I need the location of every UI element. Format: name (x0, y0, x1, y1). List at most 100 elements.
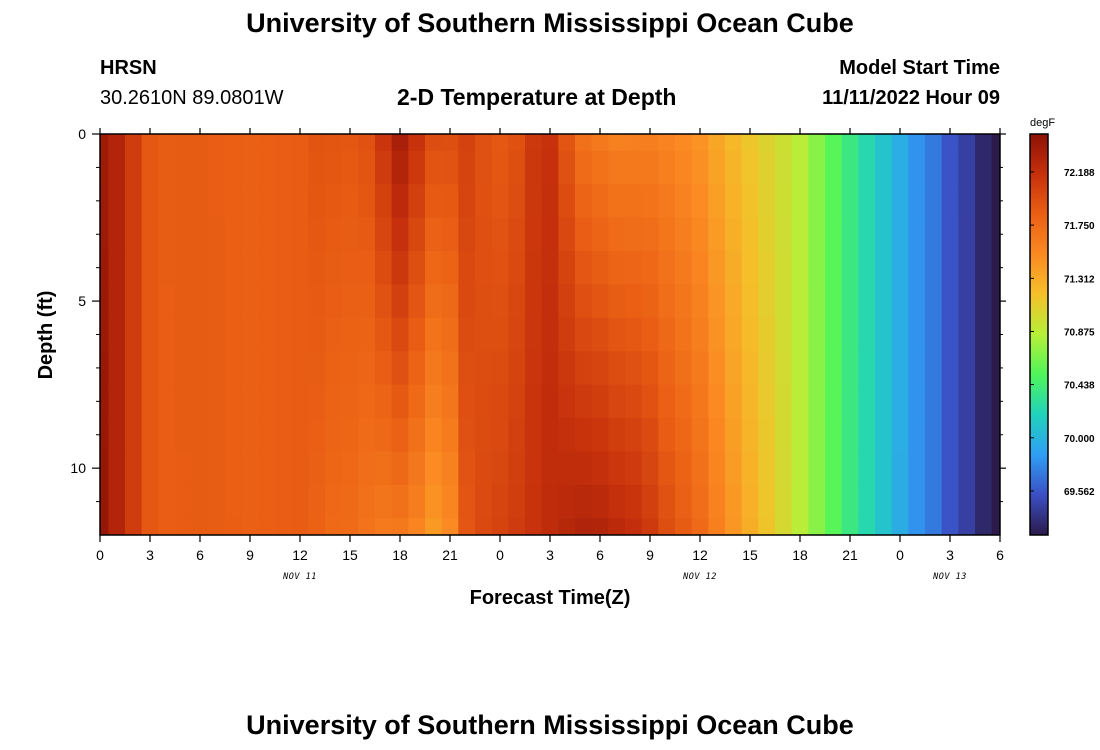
heatmap-cell (775, 150, 793, 185)
heatmap-cell (958, 184, 976, 219)
heatmap-cell (758, 217, 776, 252)
heatmap-cell (375, 384, 393, 419)
heatmap-cell (491, 418, 509, 453)
heatmap-cell (308, 250, 326, 285)
heatmap-cell (175, 250, 193, 285)
heatmap-cell (358, 384, 376, 419)
heatmap-cell (408, 317, 426, 352)
heatmap-cell (125, 484, 143, 519)
heatmap-cell (341, 250, 359, 285)
heatmap-cell (158, 134, 176, 152)
heatmap-cell (908, 384, 926, 419)
heatmap-cell (191, 384, 209, 419)
x-tick-label: 6 (196, 547, 204, 563)
heatmap-cell (458, 384, 476, 419)
heatmap-cell (941, 250, 959, 285)
heatmap-cell (875, 134, 893, 152)
heatmap-cell (291, 518, 309, 535)
heatmap-cell (225, 250, 243, 285)
heatmap-cell (408, 150, 426, 185)
heatmap-cell (141, 150, 159, 185)
heatmap-cell (425, 518, 443, 535)
heatmap-cell (991, 217, 1000, 252)
heatmap-cell (941, 184, 959, 219)
heatmap-cell (108, 284, 126, 319)
heatmap-cell (591, 150, 609, 185)
x-tick-label: 6 (596, 547, 604, 563)
heatmap-cell (958, 418, 976, 453)
heatmap-cell (958, 351, 976, 386)
heatmap-cell (100, 384, 109, 419)
heatmap-cell (658, 317, 676, 352)
heatmap-cell (541, 484, 559, 519)
heatmap-cell (608, 217, 626, 252)
heatmap-cell (958, 284, 976, 319)
heatmap-cell (691, 484, 709, 519)
heatmap-cell (925, 484, 943, 519)
heatmap-cell (308, 451, 326, 486)
heatmap-cell (675, 150, 693, 185)
heatmap-cell (391, 484, 409, 519)
heatmap-cell (591, 384, 609, 419)
heatmap-cell (975, 518, 993, 535)
heatmap-cell (358, 284, 376, 319)
heatmap-cell (625, 451, 643, 486)
heatmap-cell (408, 250, 426, 285)
heatmap-cell (508, 484, 526, 519)
heatmap-cell (658, 184, 676, 219)
heatmap-cell (475, 384, 493, 419)
heatmap-cell (375, 184, 393, 219)
x-tick-label: 12 (692, 547, 708, 563)
heatmap-cell (225, 451, 243, 486)
heatmap-cell (525, 518, 543, 535)
heatmap-cell (641, 317, 659, 352)
heatmap-cell (108, 184, 126, 219)
heatmap-cell (591, 418, 609, 453)
heatmap-cell (100, 134, 109, 152)
heatmap-cell (575, 518, 593, 535)
heatmap-cell (775, 451, 793, 486)
colorbar-scale (1029, 133, 1049, 536)
heatmap-cell (325, 284, 343, 319)
heatmap-cell (991, 184, 1000, 219)
heatmap-cell (908, 217, 926, 252)
heatmap-cell (658, 484, 676, 519)
heatmap-cell (408, 284, 426, 319)
heatmap-cell (775, 217, 793, 252)
heatmap-cell (808, 250, 826, 285)
heatmap-cell (458, 184, 476, 219)
heatmap-cell (425, 451, 443, 486)
heatmap-cell (441, 284, 459, 319)
heatmap-cell (391, 184, 409, 219)
x-tick-label: 9 (246, 547, 254, 563)
heatmap-cell (391, 250, 409, 285)
heatmap-cell (675, 134, 693, 152)
heatmap-cell (408, 484, 426, 519)
heatmap-cell (908, 518, 926, 535)
heatmap-cell (875, 184, 893, 219)
heatmap-cell (158, 384, 176, 419)
heatmap-cell (991, 284, 1000, 319)
heatmap-cell (775, 250, 793, 285)
heatmap-cell (108, 317, 126, 352)
heatmap-cell (558, 134, 576, 152)
heatmap-cell (925, 250, 943, 285)
heatmap-cell (641, 250, 659, 285)
heatmap-cell (708, 451, 726, 486)
heatmap-cell (808, 418, 826, 453)
heatmap-cell (441, 351, 459, 386)
x-tick-label: 3 (546, 547, 554, 563)
heatmap-cell (108, 451, 126, 486)
heatmap-cell (291, 134, 309, 152)
heatmap-cell (375, 518, 393, 535)
model-start-value: 11/11/2022 Hour 09 (822, 87, 1000, 109)
heatmap-cell (291, 418, 309, 453)
heatmap-cell (891, 451, 909, 486)
heatmap-cell (908, 184, 926, 219)
heatmap-cell (308, 184, 326, 219)
heatmap-cell (641, 150, 659, 185)
heatmap-cell (425, 184, 443, 219)
x-tick-label: 21 (442, 547, 458, 563)
heatmap-cell (308, 134, 326, 152)
heatmap-cell (241, 184, 259, 219)
